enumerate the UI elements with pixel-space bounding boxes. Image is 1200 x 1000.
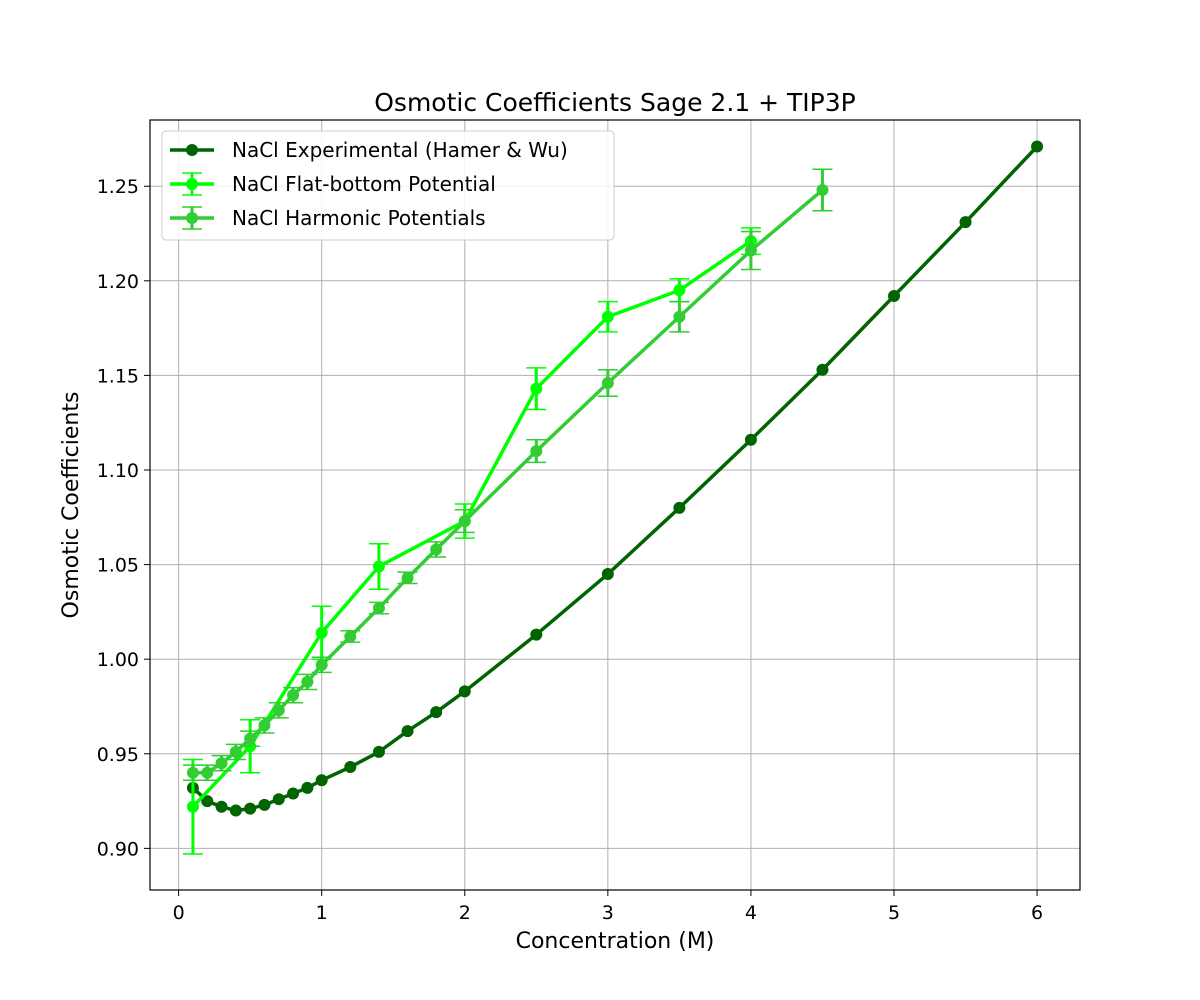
y-tick-label: 1.25 <box>97 176 139 198</box>
data-point <box>816 363 829 376</box>
y-tick-label: 0.95 <box>97 744 139 766</box>
x-tick-label: 1 <box>316 902 328 924</box>
chart-title: Osmotic Coefficients Sage 2.1 + TIP3P <box>374 88 855 117</box>
data-point <box>287 787 300 800</box>
data-point <box>372 745 385 758</box>
x-tick-label: 0 <box>173 902 185 924</box>
data-point <box>244 802 257 815</box>
data-point <box>287 689 300 702</box>
data-point <box>888 289 900 302</box>
legend-box <box>161 130 615 241</box>
data-point <box>315 626 328 639</box>
data-point <box>1031 140 1044 153</box>
data-point <box>372 602 385 615</box>
grid <box>150 120 1080 890</box>
data-point <box>315 658 328 671</box>
series-2 <box>182 168 833 782</box>
x-tick-label: 4 <box>745 902 757 924</box>
data-point <box>344 761 357 774</box>
data-point <box>601 376 614 389</box>
y-tick-label: 1.05 <box>97 555 139 577</box>
data-point <box>401 725 414 738</box>
data-point <box>272 704 285 717</box>
x-tick-label: 5 <box>888 902 900 924</box>
data-point <box>201 795 214 808</box>
data-point <box>229 745 242 758</box>
data-point <box>430 543 443 556</box>
data-point <box>301 781 314 794</box>
data-point <box>430 706 443 719</box>
data-point <box>458 515 471 528</box>
series-layer <box>182 140 1044 855</box>
data-point <box>344 630 357 643</box>
data-point <box>258 719 271 732</box>
data-point <box>530 382 543 395</box>
data-point <box>272 793 285 806</box>
data-point <box>229 804 242 817</box>
y-tick-label: 0.90 <box>97 838 139 860</box>
legend-label: NaCl Flat-bottom Potential <box>232 172 496 196</box>
data-point <box>186 766 199 779</box>
data-point <box>959 216 972 229</box>
data-point <box>258 798 271 811</box>
y-axis-label: Osmotic Coefficients <box>59 392 84 619</box>
axis-ticks: 0 1 2 3 4 5 6 0.90 0.95 1.00 1.05 1.10 1.15 1.20 1.25 <box>97 176 1043 924</box>
y-tick-label: 1.10 <box>97 460 139 482</box>
legend-label: NaCl Experimental (Hamer & Wu) <box>232 138 568 162</box>
data-point <box>530 628 543 641</box>
data-point <box>601 310 614 323</box>
x-tick-label: 3 <box>602 902 614 924</box>
x-tick-label: 2 <box>459 902 471 924</box>
data-point <box>215 800 228 813</box>
data-point <box>816 184 829 196</box>
legend-label: NaCl Harmonic Potentials <box>232 206 486 230</box>
data-point <box>201 766 214 779</box>
data-point <box>530 445 543 458</box>
data-point <box>458 685 471 698</box>
data-point <box>744 433 757 446</box>
data-point <box>673 284 686 297</box>
data-point <box>401 571 414 584</box>
data-point <box>215 757 228 770</box>
data-point <box>301 675 314 688</box>
legend: NaCl Experimental (Hamer & Wu) NaCl Flat-… <box>161 130 615 241</box>
x-tick-label: 6 <box>1031 902 1043 924</box>
y-tick-label: 1.15 <box>97 365 139 387</box>
series-0 <box>186 140 1044 817</box>
data-point <box>372 560 385 573</box>
data-point <box>315 774 328 787</box>
data-point <box>744 244 757 257</box>
data-point <box>186 800 199 813</box>
data-point <box>601 568 614 581</box>
plot-frame <box>149 119 1081 891</box>
y-tick-label: 1.00 <box>97 649 139 671</box>
data-point <box>244 732 257 745</box>
x-axis-label: Concentration (M) <box>516 929 715 954</box>
data-point <box>673 310 686 323</box>
y-tick-label: 1.20 <box>97 271 139 293</box>
data-point <box>673 501 686 514</box>
legend-swatch-marker <box>186 144 198 156</box>
